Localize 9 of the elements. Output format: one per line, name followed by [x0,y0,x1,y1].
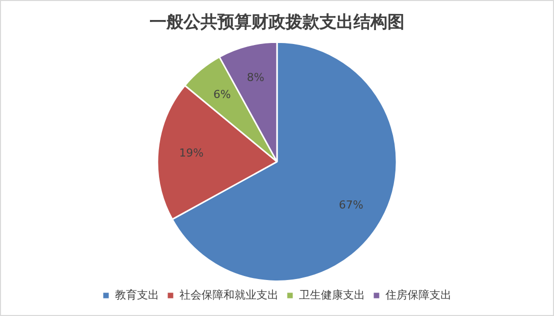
data-label: 19% [179,146,204,160]
legend-label: 卫生健康支出 [299,288,365,302]
legend-label: 教育支出 [115,288,159,302]
legend-label: 住房保障支出 [386,288,452,302]
chart-title: 一般公共预算财政拨款支出结构图 [150,12,404,33]
data-label: 67% [338,198,364,212]
data-label: 6% [213,88,231,102]
legend-label: 社会保障和就业支出 [180,288,278,302]
data-label: 8% [246,71,264,84]
